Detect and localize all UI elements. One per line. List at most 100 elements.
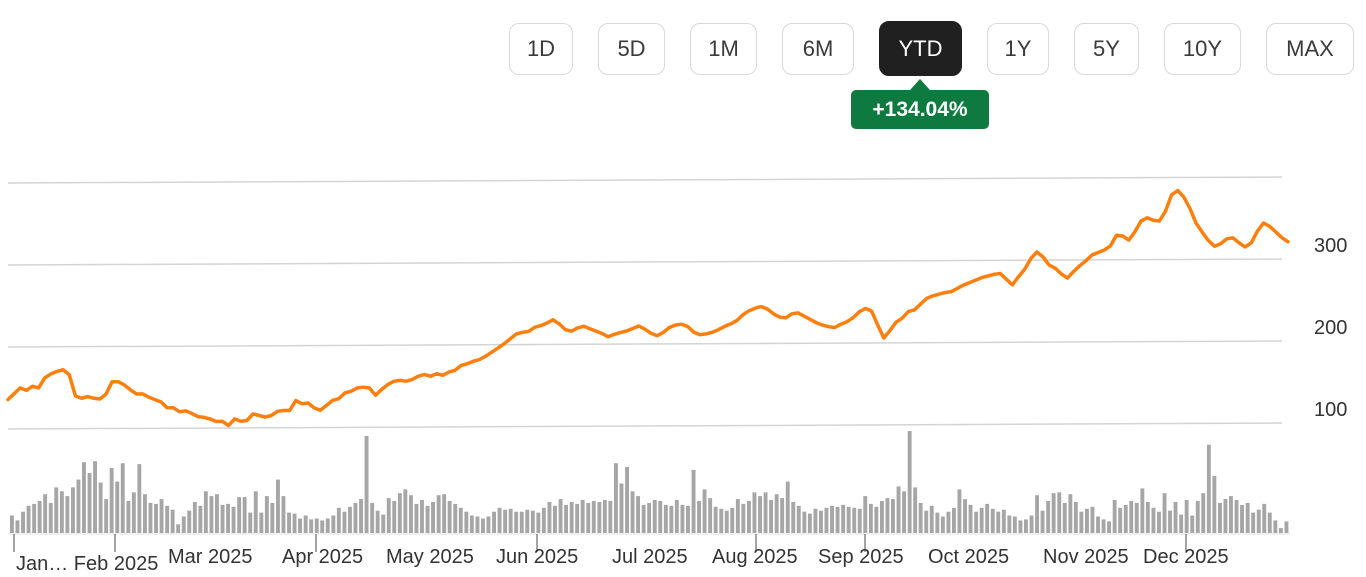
volume-bar: [414, 503, 419, 533]
volume-bar: [1134, 502, 1139, 533]
volume-bar: [913, 487, 918, 533]
range-button-10y[interactable]: 10Y: [1164, 23, 1241, 75]
volume-bar: [1162, 493, 1167, 533]
volume-bar: [1262, 503, 1267, 533]
volume-bar: [1051, 493, 1056, 533]
volume-bar: [192, 502, 197, 533]
x-tick-label: Dec 2025: [1143, 546, 1229, 568]
range-button-ytd[interactable]: YTD: [879, 21, 962, 76]
volume-bar: [1251, 512, 1256, 533]
volume-bar: [536, 512, 541, 533]
volume-bar: [259, 512, 264, 533]
volume-bar: [508, 508, 513, 534]
volume-bar: [1101, 519, 1106, 533]
volume-bar: [59, 491, 64, 533]
range-button-1d[interactable]: 1D: [509, 23, 573, 75]
volume-bar: [403, 489, 408, 533]
volume-bar: [320, 520, 325, 533]
volume-bar: [935, 512, 940, 533]
volume-bar: [43, 494, 48, 533]
gridline-200: [7, 340, 1283, 348]
volume-bar: [691, 469, 696, 533]
volume-bar: [1040, 510, 1045, 533]
gridline-300: [7, 258, 1283, 266]
range-button-max[interactable]: MAX: [1266, 23, 1354, 75]
volume-bar: [1278, 528, 1283, 533]
volume-bar: [104, 499, 109, 533]
volume-bar: [763, 492, 768, 533]
volume-bar: [1029, 515, 1034, 533]
volume-bar: [10, 515, 14, 533]
volume-bar: [65, 496, 70, 533]
x-tick-label: Aug 2025: [712, 546, 798, 568]
volume-bar: [336, 507, 341, 533]
x-tick-label: Jun 2025: [496, 546, 578, 568]
volume-bar: [514, 511, 519, 533]
volume-bar: [852, 507, 857, 533]
range-button-1y[interactable]: 1Y: [987, 23, 1049, 75]
range-selector: 1D 5D 1M 6M YTD 1Y 5Y 10Y MAX: [0, 0, 1366, 140]
volume-bar: [597, 502, 602, 533]
volume-bar: [475, 516, 480, 533]
volume-bar: [137, 464, 142, 533]
volume-bar: [541, 507, 546, 533]
volume-bar: [774, 494, 779, 533]
volume-bar: [819, 510, 823, 533]
x-axis: Jan… Feb 2025 Mar 2025 Apr 2025 May 2025 Jun…: [8, 533, 1290, 575]
volume-bar: [747, 501, 751, 533]
volume-bar: [1284, 521, 1289, 533]
volume-bar: [486, 516, 491, 533]
volume-bar: [724, 510, 729, 533]
volume-bar: [1085, 508, 1089, 534]
volume-bar: [309, 519, 314, 533]
range-button-5y[interactable]: 5Y: [1074, 23, 1139, 75]
volume-bar: [1062, 502, 1067, 533]
volume-bar: [264, 496, 269, 533]
volume-bar: [442, 494, 447, 533]
volume-bar: [253, 491, 258, 533]
volume-bar: [1018, 520, 1023, 533]
volume-bar: [503, 509, 508, 533]
volume-bar: [303, 515, 308, 533]
volume-bar: [602, 500, 607, 533]
volume-bar: [1118, 507, 1123, 533]
volume-bar: [796, 505, 801, 533]
volume-bar: [730, 507, 735, 533]
volume-bar: [652, 500, 657, 533]
range-button-6m[interactable]: 6M: [782, 23, 854, 75]
volume-bar: [519, 511, 524, 533]
volume-bar: [497, 507, 502, 533]
volume-bar: [907, 431, 912, 533]
volume-bar: [608, 501, 613, 533]
volume-bar: [115, 481, 120, 533]
volume-bar: [1107, 521, 1111, 533]
volume-bar: [375, 510, 380, 533]
volume-bar: [697, 501, 701, 533]
range-button-5d[interactable]: 5D: [598, 23, 665, 75]
volume-bar: [591, 501, 596, 533]
volume-bar: [680, 504, 685, 533]
range-button-1m[interactable]: 1M: [690, 23, 757, 75]
volume-bar: [298, 518, 302, 533]
volume-bar: [1173, 502, 1178, 533]
volume-bar: [1024, 519, 1028, 533]
volume-bar: [1168, 510, 1172, 533]
volume-bar: [669, 505, 674, 533]
x-tick-label: Jan… Feb 2025: [16, 553, 158, 575]
y-tick-label-300: 300: [1314, 235, 1348, 257]
volume-bar: [1229, 496, 1233, 533]
volume-bar: [359, 499, 363, 533]
volume-bar: [868, 503, 873, 533]
volume-bar: [1190, 515, 1195, 533]
volume-bar: [719, 508, 724, 534]
volume-bar: [575, 503, 580, 533]
volume-bar: [1090, 506, 1095, 533]
volume-bar: [1001, 509, 1006, 533]
volume-bar: [963, 499, 967, 533]
volume-bar: [54, 487, 59, 533]
volume-bar: [564, 504, 568, 533]
volume-bar: [846, 506, 851, 533]
volume-bar: [979, 507, 984, 533]
volume-bar: [198, 505, 203, 533]
